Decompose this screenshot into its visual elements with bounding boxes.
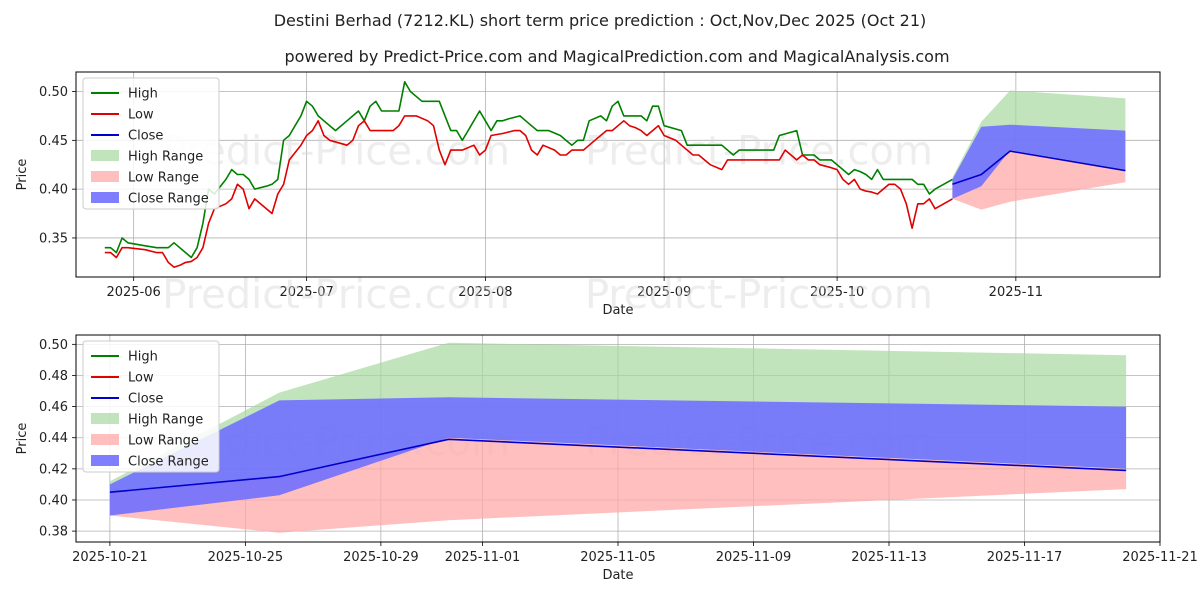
x-tick-label: 2025-10 [810, 285, 864, 300]
legend-swatch [91, 150, 119, 161]
x-tick-label: 2025-11 [989, 285, 1043, 300]
legend-label: High Range [128, 150, 203, 165]
legend-item-low: Low [91, 371, 154, 386]
watermark: Predict-Price.com [585, 128, 933, 174]
x-tick-label: 2025-09 [637, 285, 691, 300]
legend-item-close-range: Close Range [91, 455, 209, 470]
legend-item-high: High [91, 87, 158, 102]
y-tick-label: 0.48 [39, 369, 68, 384]
prediction-plot: 2025-10-21 2025-10-25 2025-10-29 2025-11-01… [15, 334, 1198, 583]
y-tick-label: 0.40 [39, 183, 68, 198]
legend-item-low: Low [91, 108, 154, 123]
legend-label: Low Range [128, 171, 199, 186]
y-tick-label: 0.45 [39, 134, 68, 149]
y-tick-label: 0.44 [39, 431, 68, 446]
legend-item-high: High [91, 350, 158, 365]
legend-item-low-range: Low Range [91, 171, 199, 186]
close-line [952, 150, 1126, 186]
y-tick-label: 0.50 [39, 338, 68, 353]
x-tick-label: 2025-10-21 [72, 550, 148, 565]
legend-label: Low [128, 108, 154, 123]
y-tick-label: 0.40 [39, 493, 68, 508]
legend-item-low-range: Low Range [91, 434, 199, 449]
prediction-tick-labels: 2025-10-21 2025-10-25 2025-10-29 2025-11-01… [39, 338, 1198, 565]
history-tick-labels: 2025-06 2025-07 2025-08 2025-09 2025-10 2025-… [39, 85, 1043, 300]
x-tick-label: 2025-11-13 [851, 550, 927, 565]
legend-swatch [91, 413, 119, 424]
high-line [104, 81, 953, 259]
legend-label: Close [128, 129, 163, 144]
x-tick-label: 2025-10-29 [343, 550, 419, 565]
legend-swatch [91, 171, 119, 182]
legend: High Low Close High Range Low Range Close Ran… [82, 77, 220, 210]
close-range-band [952, 124, 1126, 199]
close-line [109, 438, 1127, 493]
legend-item-close: Close [91, 129, 163, 144]
history-plot: 2025-06 2025-07 2025-08 2025-09 2025-10 2025-… [15, 71, 1161, 318]
legend-item-close-range: Close Range [91, 192, 209, 207]
legend-label: High Range [128, 413, 203, 428]
watermark: Predict-Price.com [162, 272, 510, 318]
y-tick-label: 0.42 [39, 462, 68, 477]
legend: High Low Close High Range Low Range Close Ran… [82, 340, 220, 473]
x-tick-label: 2025-11-17 [987, 550, 1063, 565]
legend-swatch [91, 455, 119, 466]
legend-label: Low [128, 371, 154, 386]
legend-item-close: Close [91, 392, 163, 407]
y-tick-label: 0.50 [39, 85, 68, 100]
legend-label: Close Range [128, 455, 209, 470]
legend-item-high-range: High Range [91, 150, 203, 165]
x-tick-label: 2025-11-09 [716, 550, 792, 565]
chart-subtitle: powered by Predict-Price.com and Magical… [284, 47, 949, 66]
y-tick-label: 0.35 [39, 231, 68, 246]
x-axis-label: Date [602, 568, 633, 583]
legend-item-high-range: High Range [91, 413, 203, 428]
close-range-band [109, 397, 1127, 516]
low-line [104, 115, 953, 268]
x-tick-label: 2025-11-05 [580, 550, 656, 565]
plot-frame [75, 71, 1161, 278]
legend-label: High [128, 87, 158, 102]
legend-label: High [128, 350, 158, 365]
legend-label: Close Range [128, 192, 209, 207]
x-axis-label: Date [602, 303, 633, 318]
plot-frame [75, 334, 1161, 543]
legend-swatch [91, 192, 119, 203]
y-axis-label: Price [15, 423, 30, 455]
legend-label: Low Range [128, 434, 199, 449]
watermark: Predict-Price.com [162, 128, 510, 174]
x-tick-label: 2025-11-21 [1122, 550, 1198, 565]
legend-label: Close [128, 392, 163, 407]
x-tick-label: 2025-11-01 [445, 550, 521, 565]
y-tick-label: 0.38 [39, 525, 68, 540]
legend-swatch [91, 434, 119, 445]
x-tick-label: 2025-07 [279, 285, 333, 300]
watermark: Predict-Price.com [585, 272, 933, 318]
y-tick-label: 0.46 [39, 400, 68, 415]
chart-title: Destini Berhad (7212.KL) short term pric… [274, 11, 927, 30]
x-tick-label: 2025-10-25 [208, 550, 284, 565]
y-axis-label: Price [15, 159, 30, 191]
x-tick-label: 2025-08 [458, 285, 512, 300]
x-tick-label: 2025-06 [106, 285, 160, 300]
